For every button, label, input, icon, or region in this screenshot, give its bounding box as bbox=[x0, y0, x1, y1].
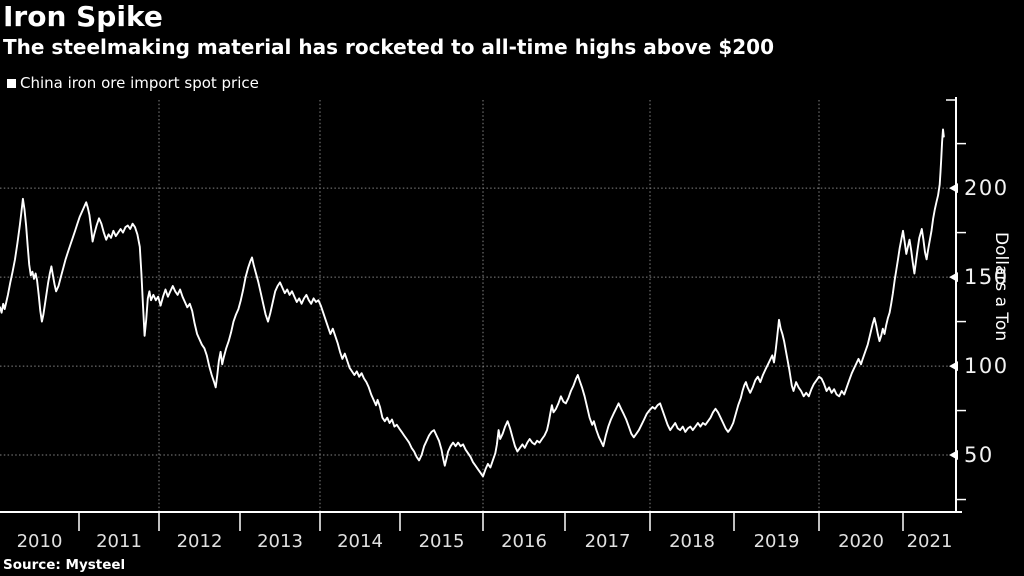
y-axis-title: Dollars a Ton bbox=[991, 232, 1011, 342]
x-tick-label-2013: 2013 bbox=[257, 531, 303, 552]
x-tick-label-2016: 2016 bbox=[501, 531, 547, 552]
x-tick-label-2018: 2018 bbox=[669, 531, 715, 552]
y-major-tick-arrow-150 bbox=[949, 272, 958, 283]
legend-label: China iron ore import spot price bbox=[20, 74, 259, 92]
legend: China iron ore import spot price bbox=[7, 74, 259, 92]
x-tick-label-2012: 2012 bbox=[176, 531, 223, 552]
x-tick-label-2021: 2021 bbox=[906, 531, 953, 552]
x-tick-label-2017: 2017 bbox=[584, 531, 631, 552]
x-tick-label-2015: 2015 bbox=[418, 531, 465, 552]
y-tick-label-200: 200 bbox=[964, 176, 1009, 201]
source-note: Source: Mysteel bbox=[3, 557, 126, 573]
price-line bbox=[0, 128, 945, 478]
y-major-tick-arrow-100 bbox=[949, 361, 958, 372]
y-tick-label-150: 150 bbox=[964, 265, 1009, 290]
x-tick-label-2019: 2019 bbox=[753, 531, 800, 552]
x-tick-label-2014: 2014 bbox=[337, 531, 383, 552]
legend-swatch-icon bbox=[7, 78, 16, 88]
x-tick-label-2010: 2010 bbox=[16, 531, 63, 552]
chart-title: Iron Spike bbox=[3, 0, 163, 33]
x-tick-label-2011: 2011 bbox=[96, 531, 142, 552]
y-tick-label-50: 50 bbox=[964, 443, 994, 468]
y-tick-label-100: 100 bbox=[964, 354, 1009, 379]
y-major-tick-arrow-200 bbox=[949, 183, 958, 194]
y-major-tick-arrow-50 bbox=[949, 450, 958, 461]
x-tick-label-2020: 2020 bbox=[838, 531, 884, 552]
chart-subtitle: The steelmaking material has rocketed to… bbox=[3, 35, 775, 59]
